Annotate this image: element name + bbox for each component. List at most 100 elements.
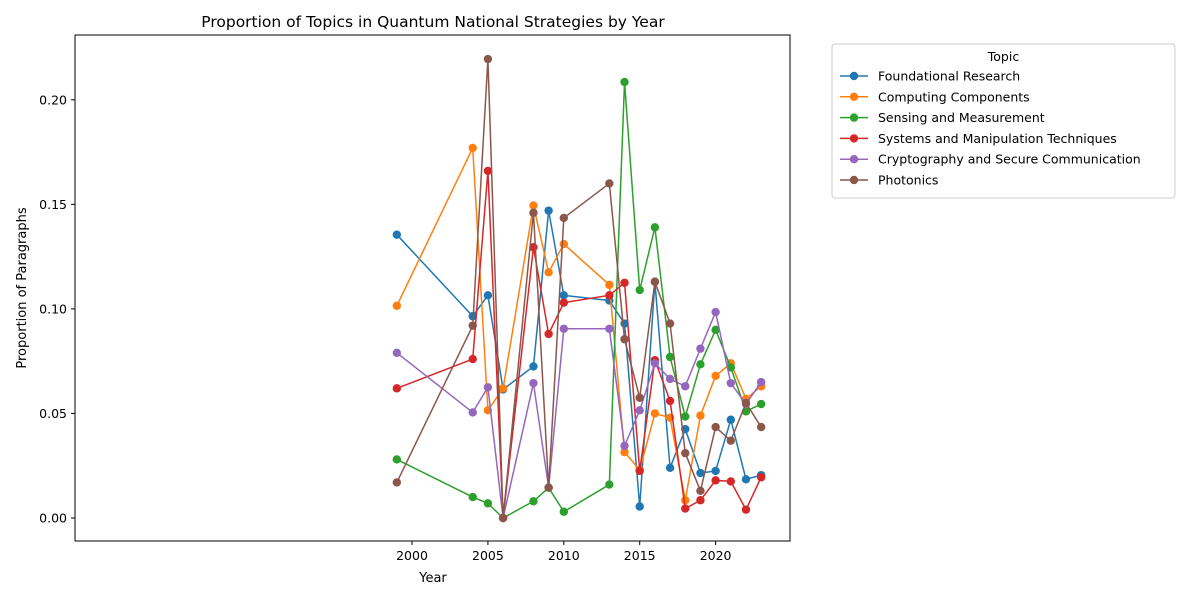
legend-item: Cryptography and Secure Communication: [840, 152, 1141, 167]
data-point: [696, 360, 705, 369]
series-4: [392, 307, 766, 523]
y-tick-label: 0.05: [39, 406, 67, 421]
data-point: [559, 239, 569, 249]
data-point: [620, 278, 629, 287]
data-point: [529, 362, 538, 371]
data-point: [392, 230, 402, 239]
legend-marker: [849, 92, 859, 102]
data-point: [468, 321, 477, 330]
data-point: [544, 483, 553, 492]
legend-label: Photonics: [878, 173, 938, 188]
legend-title: Topic: [987, 49, 1020, 64]
x-tick-label: 2015: [624, 548, 656, 563]
data-point: [392, 478, 402, 487]
legend-label: Systems and Manipulation Techniques: [878, 131, 1117, 146]
data-point: [681, 382, 690, 391]
data-point: [756, 473, 766, 482]
data-point: [711, 307, 720, 317]
y-tick-label: 0.15: [39, 197, 67, 212]
data-point: [635, 285, 644, 295]
series-line: [396, 147, 762, 501]
data-point: [650, 223, 660, 232]
data-point: [756, 399, 766, 409]
data-point: [544, 268, 553, 277]
data-point: [468, 143, 477, 153]
data-point: [468, 408, 477, 417]
data-point: [605, 291, 614, 300]
data-point: [681, 448, 690, 458]
data-point: [498, 384, 508, 393]
data-point: [711, 476, 720, 485]
data-point: [498, 513, 508, 523]
data-point: [741, 505, 751, 514]
data-point: [605, 280, 614, 290]
series-line: [396, 209, 762, 508]
data-point: [696, 486, 705, 496]
x-tick-label: 2020: [700, 548, 732, 563]
data-point: [392, 455, 402, 464]
data-point: [529, 208, 538, 217]
data-point: [665, 374, 675, 384]
series-0: [392, 206, 766, 511]
series-5: [392, 54, 766, 523]
data-point: [529, 378, 538, 388]
data-point: [392, 384, 402, 393]
legend-item: Computing Components: [840, 89, 1030, 104]
data-point: [392, 348, 402, 358]
data-point: [635, 466, 644, 476]
data-point: [559, 507, 569, 516]
legend-marker: [849, 155, 859, 164]
data-point: [650, 359, 660, 368]
data-point: [605, 480, 614, 489]
legend-label: Cryptography and Secure Communication: [878, 152, 1141, 167]
data-point: [392, 301, 402, 310]
data-point: [620, 441, 629, 451]
data-point: [483, 291, 493, 300]
data-point: [696, 496, 705, 505]
data-point: [635, 502, 644, 511]
legend-label: Foundational Research: [878, 69, 1020, 84]
legend: Topic Foundational Research Computing Com…: [831, 43, 1176, 199]
data-point: [681, 504, 690, 513]
data-point: [635, 406, 644, 415]
y-tick-label: 0.10: [39, 301, 67, 316]
data-point: [696, 468, 705, 478]
data-point: [650, 277, 660, 286]
data-point: [681, 496, 690, 505]
data-point: [711, 422, 720, 432]
data-point: [529, 497, 538, 506]
legend-label: Sensing and Measurement: [878, 110, 1045, 125]
data-point: [756, 422, 766, 432]
legend-item: Photonics: [840, 173, 938, 188]
data-point: [544, 206, 553, 215]
data-point: [620, 335, 629, 344]
data-point: [711, 325, 720, 335]
data-point: [741, 475, 751, 484]
data-point: [483, 383, 493, 392]
data-point: [741, 398, 751, 408]
data-point: [665, 352, 675, 362]
x-axis-label: Year: [418, 571, 447, 586]
data-point: [559, 291, 569, 300]
x-tick-label: 2005: [472, 548, 504, 563]
data-point: [696, 411, 705, 420]
data-point: [544, 329, 553, 339]
data-point: [605, 179, 614, 188]
y-tick-label: 0.00: [39, 511, 67, 526]
data-point: [605, 324, 614, 333]
data-point: [559, 213, 569, 223]
data-point: [620, 77, 629, 87]
data-point: [711, 466, 720, 476]
data-point: [483, 499, 493, 508]
data-point: [468, 492, 477, 502]
legend-item: Foundational Research: [840, 69, 1020, 84]
legend-label: Computing Components: [878, 89, 1030, 104]
data-point: [559, 324, 569, 333]
data-point: [756, 377, 766, 387]
data-point: [483, 166, 493, 176]
legend-marker: [849, 113, 859, 122]
series-line: [396, 58, 762, 519]
legend-item: Sensing and Measurement: [840, 110, 1045, 125]
data-point: [650, 409, 660, 418]
legend-marker: [849, 134, 859, 143]
